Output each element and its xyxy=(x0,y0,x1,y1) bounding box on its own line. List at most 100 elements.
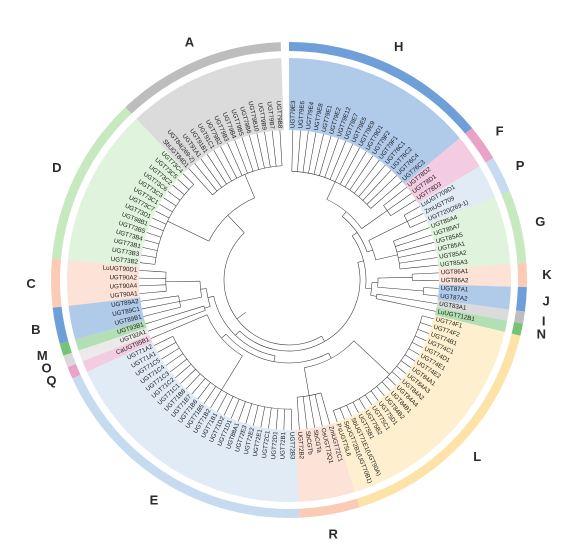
leaf-branch xyxy=(354,178,366,194)
leaf-branch xyxy=(385,181,403,196)
leaf-branch xyxy=(370,390,374,395)
clade-label-g: G xyxy=(535,214,545,229)
clade-ring-m xyxy=(59,341,72,356)
leaf-branch xyxy=(348,409,352,417)
leaf-label: UGT79E4 xyxy=(305,101,316,130)
leaf-branch xyxy=(252,412,257,426)
leaf-branch xyxy=(396,244,424,253)
leaf-branch xyxy=(329,160,338,180)
leaf-branch xyxy=(406,234,433,244)
leaf-branch xyxy=(200,158,216,179)
leaf-branch xyxy=(261,153,265,169)
leaf-label: UGT79E8 xyxy=(313,102,325,131)
leaf-branch xyxy=(414,335,420,339)
leaf-branch xyxy=(145,321,155,325)
leaf-branch xyxy=(360,400,366,410)
leaf-branch xyxy=(304,409,308,429)
leaf-label: UGT79B7 xyxy=(265,101,275,130)
leaf-branch xyxy=(175,370,184,379)
internal-branch xyxy=(351,235,367,289)
leaf-branch xyxy=(260,416,264,428)
leaf-branch xyxy=(204,382,211,391)
leaf-branch xyxy=(415,344,423,349)
leaf-branch xyxy=(184,185,190,190)
internal-branch xyxy=(244,174,255,199)
leaf-label: UGT79E3 xyxy=(289,100,297,128)
leaf-branch xyxy=(140,299,154,302)
leaf-branch xyxy=(161,322,190,335)
leaf-branch xyxy=(142,247,152,250)
leaf-branch xyxy=(279,130,282,146)
leaf-label: UGT72B3 xyxy=(288,432,295,460)
leaf-label: UGT85A3 xyxy=(440,259,469,269)
leaf-branch xyxy=(406,355,416,362)
leaf-branch xyxy=(139,292,152,294)
clade-label-a: A xyxy=(185,35,195,50)
leaf-branch xyxy=(394,374,402,380)
leaf-branch xyxy=(411,342,416,345)
leaf-branch xyxy=(297,144,300,172)
leaf-branch xyxy=(370,195,387,209)
leaf-branch xyxy=(314,394,320,415)
leaf-branch xyxy=(333,410,335,414)
leaf-branch xyxy=(199,180,213,196)
leaf-label: UGT73B3 xyxy=(111,247,140,259)
leaf-label: UGT90A1 xyxy=(110,290,139,300)
leaf-branch xyxy=(227,143,238,165)
leaf-branch xyxy=(185,377,197,390)
leaf-branch xyxy=(396,365,401,370)
leaf-branch xyxy=(159,204,169,210)
leaf-branch xyxy=(427,272,439,274)
leaf-branch xyxy=(167,306,181,311)
leaf-branch xyxy=(139,270,160,272)
leaf-branch xyxy=(337,141,346,161)
clade-sector-f xyxy=(404,138,480,204)
leaf-branch xyxy=(220,146,230,164)
leaf-branch xyxy=(200,378,206,385)
clade-sector-b xyxy=(68,297,145,340)
leaf-branch xyxy=(402,361,411,368)
leaf-branch xyxy=(241,401,246,414)
leaf-branch xyxy=(268,419,271,429)
leaf-branch xyxy=(358,151,367,164)
clade-label-f: F xyxy=(496,124,504,139)
clade-ring-b xyxy=(52,306,69,344)
leaf-branch xyxy=(420,249,436,254)
internal-branch xyxy=(361,210,388,229)
internal-branch xyxy=(200,288,207,290)
clade-ring-j xyxy=(515,286,527,312)
internal-branch xyxy=(303,367,310,396)
clade-sector-k xyxy=(438,263,511,287)
leaf-branch xyxy=(153,295,179,300)
leaf-branch xyxy=(173,203,177,207)
leaf-branch xyxy=(196,373,201,378)
clade-sector-i xyxy=(436,299,510,321)
leaf-branch xyxy=(157,235,162,238)
clade-label-k: K xyxy=(542,267,552,282)
leaf-branch xyxy=(179,190,185,195)
leaf-label: UGT72C1 xyxy=(261,430,272,459)
leaf-branch xyxy=(418,307,436,312)
leaf-branch xyxy=(230,408,236,419)
internal-branch xyxy=(342,216,368,253)
clade-sector-c xyxy=(66,260,141,306)
clade-ring-q xyxy=(67,363,81,379)
leaf-branch xyxy=(425,294,439,297)
leaf-label: UGT79B9 xyxy=(256,102,267,131)
leaf-branch xyxy=(319,414,323,427)
clade-label-e: E xyxy=(150,492,159,507)
leaf-branch xyxy=(236,163,243,176)
leaf-branch xyxy=(159,221,167,225)
leaf-label: SbCGTb xyxy=(304,430,314,455)
leaf-branch xyxy=(296,397,299,407)
leaf-branch xyxy=(362,155,374,172)
leaf-label: SbCGTa xyxy=(312,429,323,454)
clade-label-d: D xyxy=(52,160,61,175)
leaf-branch xyxy=(256,405,259,413)
leaf-label: UGT90A4 xyxy=(109,282,137,290)
clade-label-j: J xyxy=(543,294,550,309)
leaf-branch xyxy=(163,197,174,205)
leaf-branch xyxy=(169,301,180,304)
leaf-branch xyxy=(322,400,331,425)
leaf-branch xyxy=(213,150,222,164)
